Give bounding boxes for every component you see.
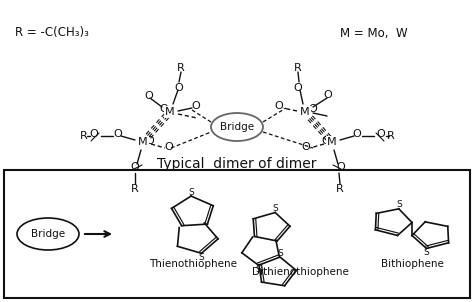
Text: R: R [336,184,344,194]
Text: O: O [309,104,318,114]
Text: M: M [327,137,337,147]
Text: R: R [131,184,139,194]
Text: O: O [131,162,139,172]
Text: O: O [324,90,332,100]
Text: S: S [396,200,402,209]
Text: R: R [80,131,88,141]
Text: Typical  dimer of dimer: Typical dimer of dimer [157,157,317,171]
Text: S: S [188,188,194,197]
Text: O: O [353,129,361,139]
Text: O: O [114,129,122,139]
Text: M: M [165,107,175,117]
Text: O: O [337,162,346,172]
Text: R = -C(CH₃)₃: R = -C(CH₃)₃ [15,26,89,39]
Text: O: O [322,136,330,146]
Text: O: O [90,129,99,139]
Text: S: S [424,248,429,257]
FancyBboxPatch shape [4,170,470,298]
Text: Thienothiophene: Thienothiophene [149,259,237,269]
Text: O: O [377,129,385,139]
Text: O: O [174,83,183,93]
Text: R: R [387,131,395,141]
Text: O: O [293,83,302,93]
Text: Bithiophene: Bithiophene [381,259,444,269]
Text: R: R [177,63,185,73]
Text: O: O [146,136,155,146]
Text: O: O [301,142,310,152]
Text: M = Mo,  W: M = Mo, W [340,27,408,40]
Text: Bridge: Bridge [31,229,65,239]
Text: S: S [255,265,261,274]
Text: S: S [199,253,204,262]
Text: O: O [145,91,154,101]
Text: O: O [274,101,283,111]
Text: O: O [160,104,168,114]
Text: M: M [138,137,148,147]
Text: Dithienothiophene: Dithienothiophene [252,267,348,277]
Text: Bridge: Bridge [220,122,254,132]
Text: M: M [300,107,310,117]
Text: R: R [294,63,302,73]
Text: O: O [164,142,173,152]
Text: O: O [191,101,201,111]
Text: S: S [272,204,278,213]
Text: S: S [278,249,283,258]
